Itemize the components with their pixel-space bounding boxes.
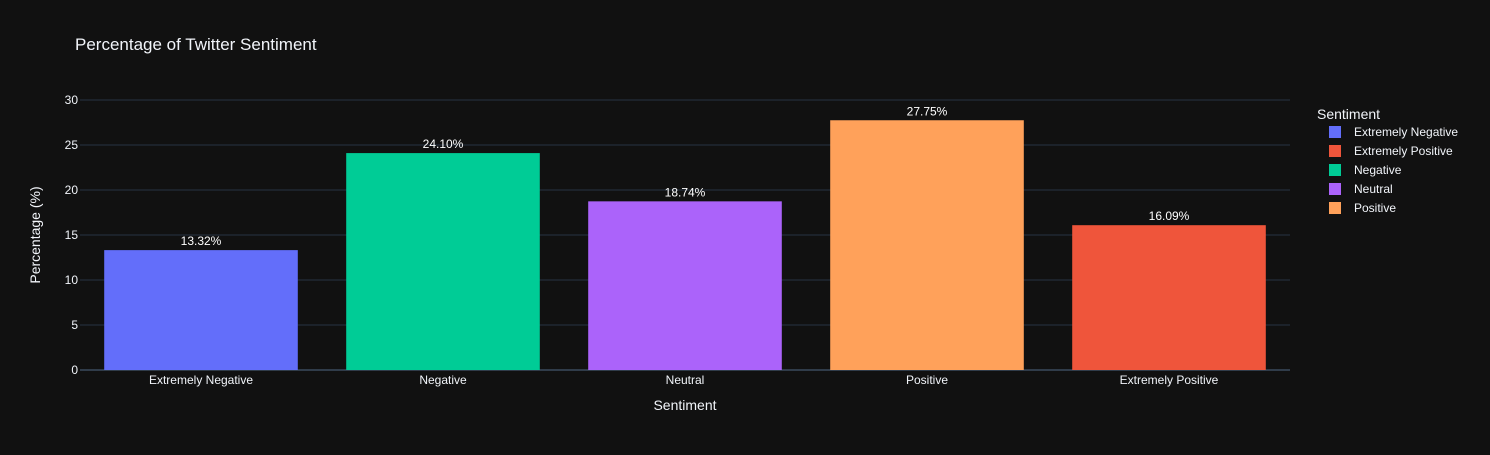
x-axis-title: Sentiment bbox=[653, 397, 716, 413]
bar-data-label: 16.09% bbox=[1149, 209, 1190, 223]
y-tick-label: 10 bbox=[65, 273, 79, 287]
legend: Sentiment Extremely Negative Extremely Po… bbox=[1317, 106, 1458, 215]
chart-title: Percentage of Twitter Sentiment bbox=[75, 35, 317, 54]
legend-items: Extremely Negative Extremely Positive Nega… bbox=[1329, 125, 1458, 215]
y-tick-label: 25 bbox=[65, 138, 79, 152]
legend-swatch bbox=[1329, 202, 1341, 214]
legend-label: Extremely Positive bbox=[1354, 144, 1453, 158]
y-tick-label: 15 bbox=[65, 228, 79, 242]
legend-item[interactable]: Extremely Positive bbox=[1329, 144, 1453, 158]
bars bbox=[104, 120, 1266, 370]
x-axis-ticks: Extremely Negative Negative Neutral Positiv… bbox=[149, 373, 1219, 387]
y-tick-label: 30 bbox=[65, 93, 79, 107]
bar[interactable] bbox=[104, 250, 298, 370]
x-tick-label: Positive bbox=[906, 373, 948, 387]
legend-swatch bbox=[1329, 183, 1341, 195]
y-axis-title: Percentage (%) bbox=[27, 186, 43, 283]
y-tick-label: 5 bbox=[71, 318, 78, 332]
y-tick-label: 0 bbox=[71, 363, 78, 377]
legend-label: Extremely Negative bbox=[1354, 125, 1458, 139]
legend-item[interactable]: Extremely Negative bbox=[1329, 125, 1458, 139]
legend-label: Positive bbox=[1354, 201, 1396, 215]
legend-swatch bbox=[1329, 164, 1341, 176]
bar-data-label: 27.75% bbox=[907, 104, 948, 118]
x-tick-label: Extremely Negative bbox=[149, 373, 253, 387]
y-tick-label: 20 bbox=[65, 183, 79, 197]
legend-item[interactable]: Negative bbox=[1329, 163, 1402, 177]
bar-data-label: 13.32% bbox=[181, 234, 222, 248]
legend-label: Negative bbox=[1354, 163, 1402, 177]
x-tick-label: Neutral bbox=[666, 373, 705, 387]
y-axis-ticks: 0 5 10 15 20 25 30 bbox=[65, 93, 79, 377]
bar-data-label: 24.10% bbox=[423, 137, 464, 151]
legend-swatch bbox=[1329, 126, 1341, 138]
legend-swatch bbox=[1329, 145, 1341, 157]
x-tick-label: Extremely Positive bbox=[1120, 373, 1219, 387]
bar[interactable] bbox=[588, 201, 782, 370]
data-labels: 13.32% 24.10% 18.74% 27.75% 16.09% bbox=[181, 104, 1190, 248]
legend-label: Neutral bbox=[1354, 182, 1393, 196]
bar[interactable] bbox=[1072, 225, 1266, 370]
legend-title: Sentiment bbox=[1317, 106, 1380, 122]
bar[interactable] bbox=[346, 153, 540, 370]
x-tick-label: Negative bbox=[419, 373, 467, 387]
legend-item[interactable]: Neutral bbox=[1329, 182, 1393, 196]
legend-item[interactable]: Positive bbox=[1329, 201, 1396, 215]
bar[interactable] bbox=[830, 120, 1024, 370]
bar-data-label: 18.74% bbox=[665, 185, 706, 199]
